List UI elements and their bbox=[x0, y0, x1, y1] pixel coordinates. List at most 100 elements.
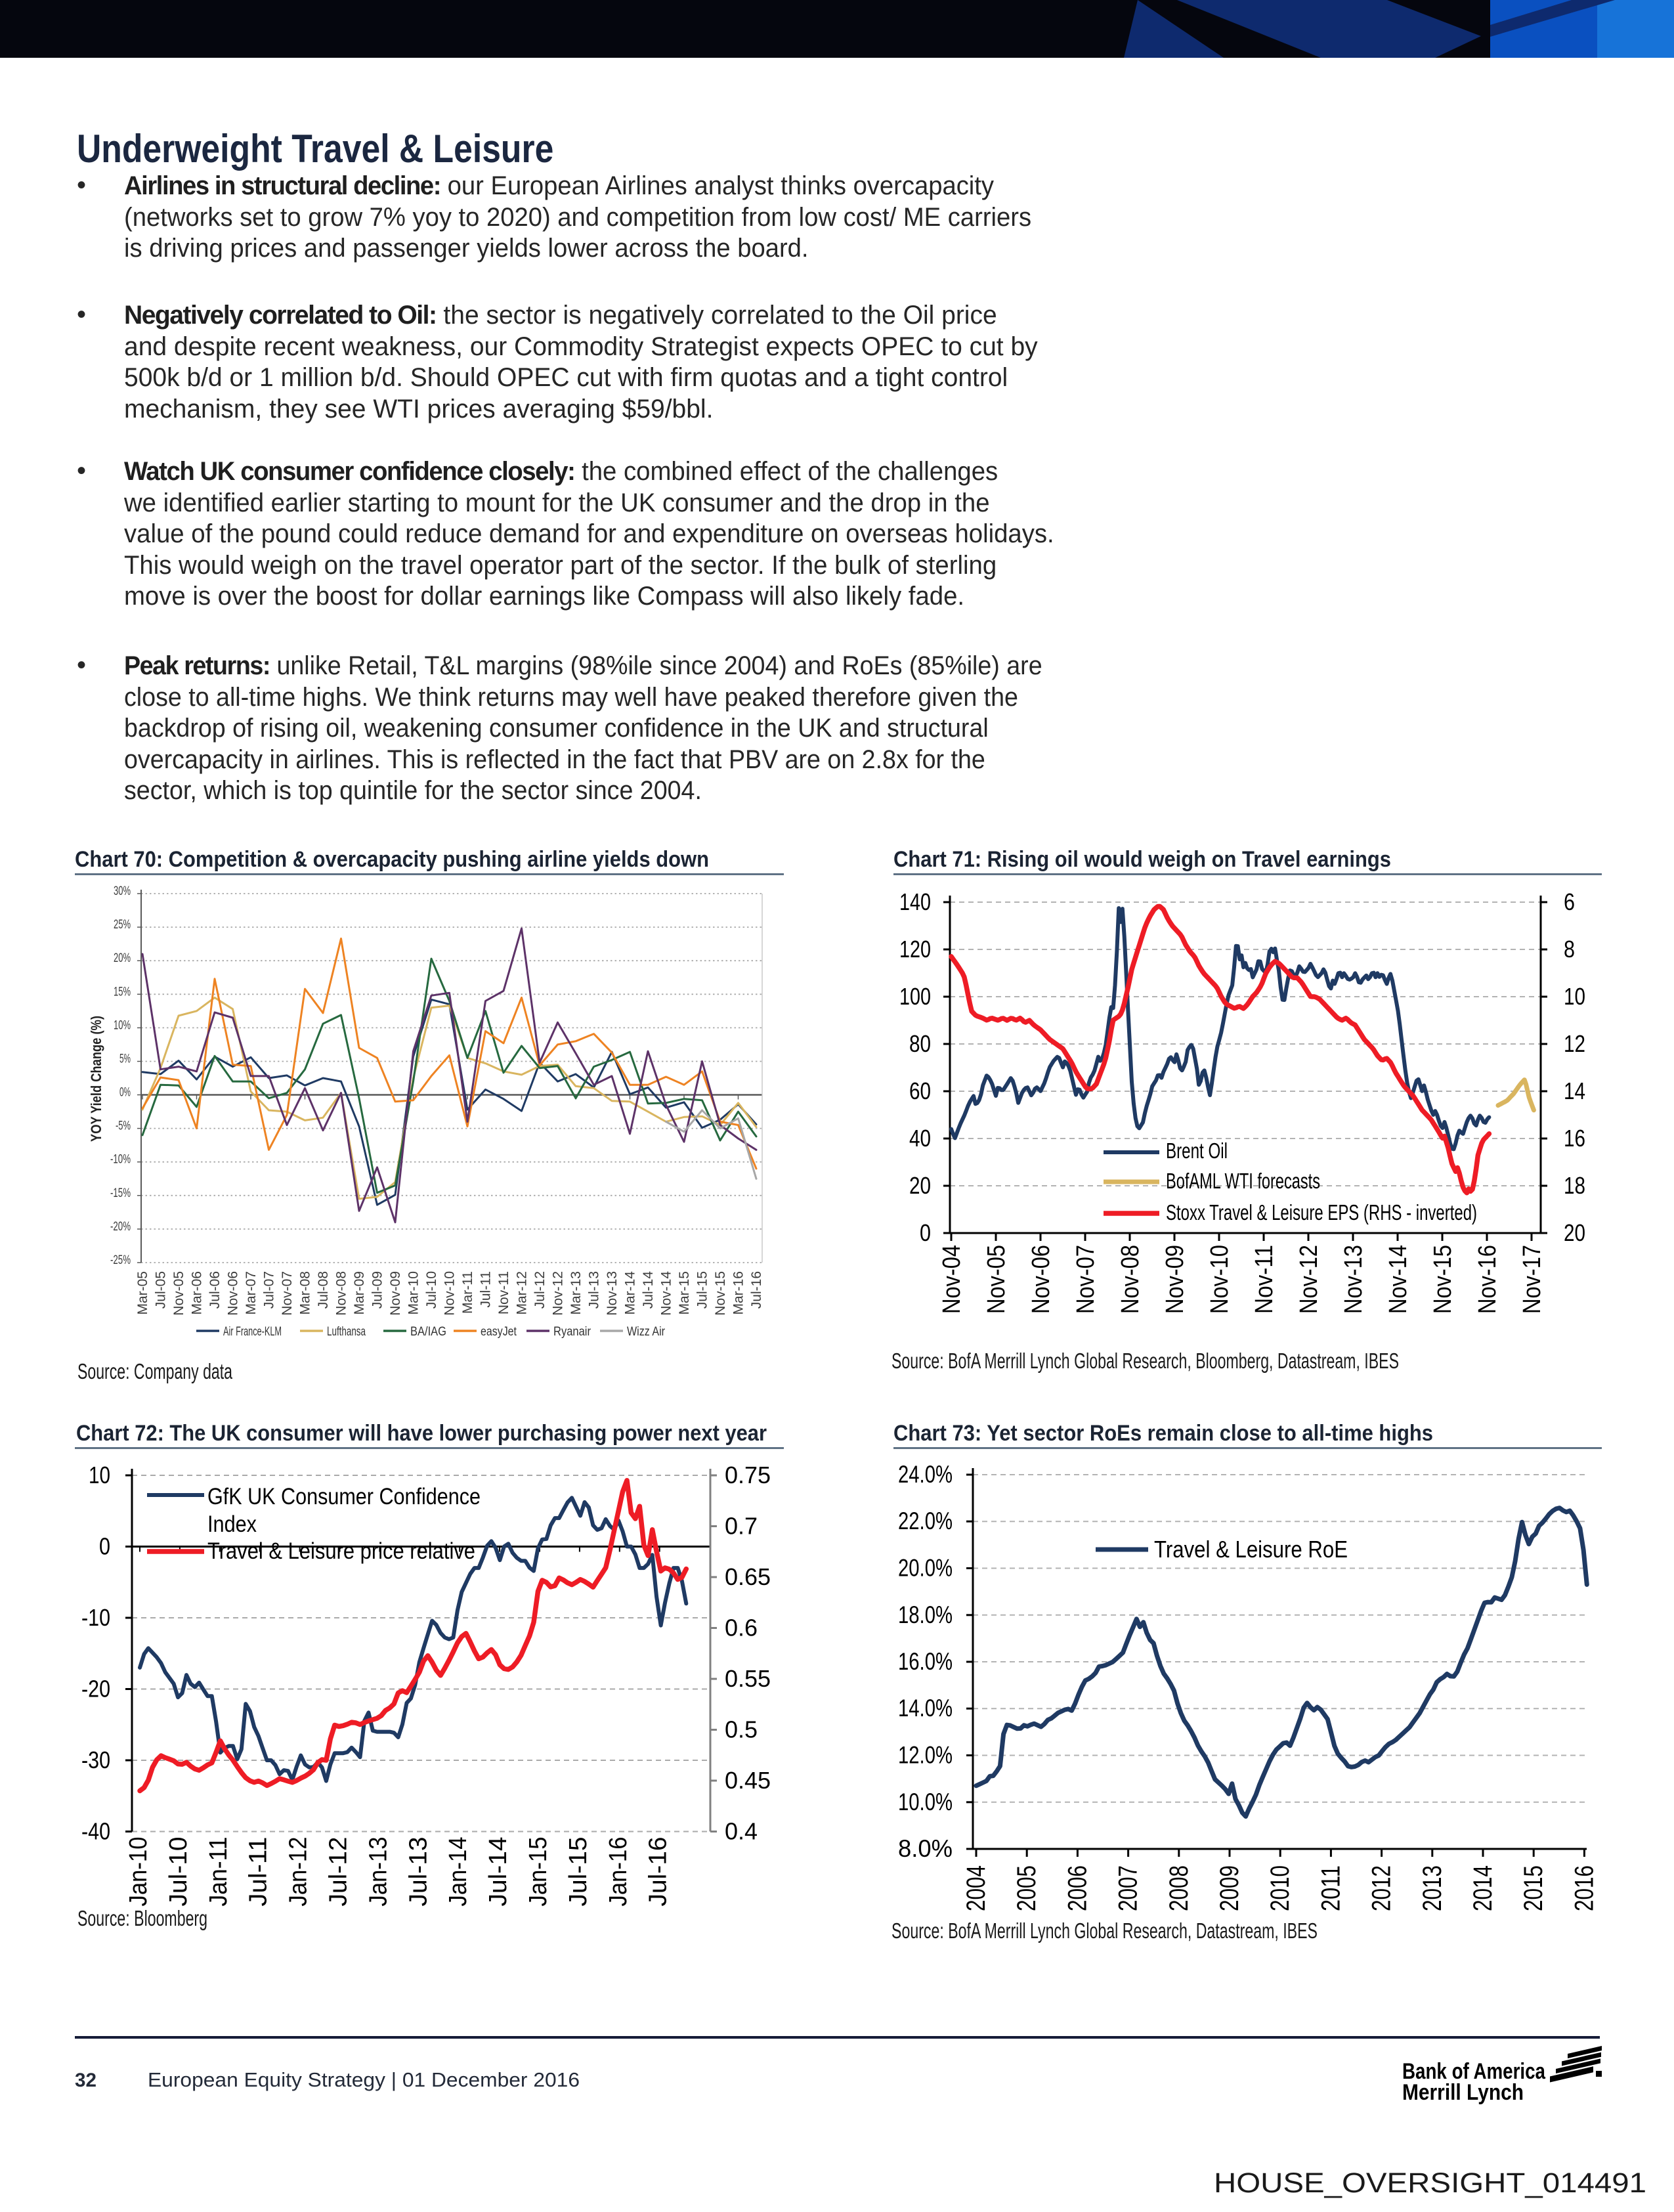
svg-text:Jan-16: Jan-16 bbox=[605, 1837, 632, 1907]
svg-text:Mar-11: Mar-11 bbox=[460, 1271, 475, 1314]
svg-text:60: 60 bbox=[909, 1077, 931, 1104]
svg-text:Lufthansa: Lufthansa bbox=[327, 1325, 366, 1339]
svg-text:Jul-10: Jul-10 bbox=[165, 1837, 192, 1907]
svg-text:-15%: -15% bbox=[110, 1186, 131, 1200]
svg-text:0.4: 0.4 bbox=[725, 1818, 758, 1845]
svg-text:Nov-12: Nov-12 bbox=[551, 1271, 566, 1316]
svg-text:BA/IAG: BA/IAG bbox=[410, 1325, 446, 1339]
svg-text:Jul-12: Jul-12 bbox=[532, 1271, 547, 1309]
svg-text:Jul-16: Jul-16 bbox=[749, 1271, 764, 1309]
svg-text:Chart 73: Yet sector RoEs rema: Chart 73: Yet sector RoEs remain close t… bbox=[893, 1421, 1433, 1446]
svg-text:0: 0 bbox=[99, 1533, 110, 1560]
svg-text:BofAML WTI forecasts: BofAML WTI forecasts bbox=[1166, 1169, 1320, 1193]
svg-text:2010: 2010 bbox=[1266, 1865, 1295, 1911]
svg-text:0.55: 0.55 bbox=[725, 1665, 771, 1692]
svg-text:Jul-12: Jul-12 bbox=[325, 1837, 353, 1907]
svg-text:Stoxx Travel & Leisure EPS (RH: Stoxx Travel & Leisure EPS (RHS - invert… bbox=[1166, 1200, 1477, 1225]
svg-text:14: 14 bbox=[1564, 1077, 1585, 1104]
svg-text:Travel & Leisure RoE: Travel & Leisure RoE bbox=[1154, 1536, 1348, 1563]
svg-text:-40: -40 bbox=[81, 1818, 110, 1845]
svg-text:0%: 0% bbox=[119, 1086, 131, 1100]
svg-text:Source: Company data: Source: Company data bbox=[77, 1359, 232, 1383]
svg-text:Jan-12: Jan-12 bbox=[285, 1837, 312, 1907]
svg-text:easyJet: easyJet bbox=[481, 1325, 517, 1339]
svg-text:Jan-10: Jan-10 bbox=[125, 1837, 152, 1907]
svg-text:Jul-13: Jul-13 bbox=[587, 1271, 602, 1309]
svg-text:20: 20 bbox=[909, 1172, 931, 1199]
svg-text:Nov-10: Nov-10 bbox=[442, 1271, 458, 1316]
svg-text:Nov-10: Nov-10 bbox=[1206, 1245, 1234, 1314]
svg-text:30%: 30% bbox=[114, 884, 131, 898]
svg-text:European Equity Strategy | 01: European Equity Strategy | 01 December 2… bbox=[148, 2068, 580, 2091]
svg-text:0.5: 0.5 bbox=[725, 1716, 758, 1743]
svg-text:Jan-15: Jan-15 bbox=[525, 1837, 552, 1907]
svg-text:Chart 70: Competition & overca: Chart 70: Competition & overcapacity pus… bbox=[75, 847, 709, 872]
svg-text:Jul-15: Jul-15 bbox=[695, 1271, 710, 1309]
svg-text:Jul-10: Jul-10 bbox=[424, 1271, 439, 1309]
svg-text:100: 100 bbox=[899, 983, 931, 1010]
svg-text:10%: 10% bbox=[114, 1018, 131, 1032]
svg-text:2014: 2014 bbox=[1469, 1865, 1497, 1911]
svg-text:2016: 2016 bbox=[1570, 1865, 1599, 1911]
svg-text:Nov-15: Nov-15 bbox=[713, 1271, 728, 1316]
svg-text:-5%: -5% bbox=[116, 1119, 131, 1133]
svg-text:Jul-06: Jul-06 bbox=[207, 1271, 223, 1309]
svg-text:18: 18 bbox=[1564, 1172, 1585, 1199]
svg-text:8.0%: 8.0% bbox=[898, 1835, 953, 1862]
svg-text:Travel & Leisure price relativ: Travel & Leisure price relative bbox=[207, 1538, 475, 1564]
svg-text:Jul-14: Jul-14 bbox=[641, 1271, 656, 1309]
svg-text:Mar-07: Mar-07 bbox=[244, 1271, 259, 1315]
svg-text:Jul-07: Jul-07 bbox=[262, 1271, 277, 1309]
svg-text:Mar-05: Mar-05 bbox=[135, 1271, 150, 1315]
svg-text:8: 8 bbox=[1564, 936, 1575, 963]
svg-text:-10: -10 bbox=[81, 1604, 110, 1631]
svg-text:Jul-11: Jul-11 bbox=[479, 1271, 494, 1308]
svg-text:Nov-13: Nov-13 bbox=[605, 1271, 620, 1316]
svg-text:Air France-KLM: Air France-KLM bbox=[223, 1325, 282, 1339]
svg-text:6: 6 bbox=[1564, 888, 1575, 915]
svg-text:0.6: 0.6 bbox=[725, 1615, 758, 1641]
svg-text:Jul-13: Jul-13 bbox=[404, 1837, 432, 1907]
svg-text:2012: 2012 bbox=[1367, 1865, 1396, 1911]
svg-text:Mar-15: Mar-15 bbox=[677, 1271, 692, 1315]
svg-text:25%: 25% bbox=[114, 918, 131, 932]
svg-text:0.75: 0.75 bbox=[725, 1462, 771, 1488]
svg-text:24.0%: 24.0% bbox=[898, 1461, 953, 1488]
svg-text:Jan-13: Jan-13 bbox=[364, 1837, 392, 1907]
svg-text:16.0%: 16.0% bbox=[898, 1648, 953, 1675]
svg-text:Nov-09: Nov-09 bbox=[1161, 1245, 1189, 1314]
svg-text:YOY Yield Change (%): YOY Yield Change (%) bbox=[88, 1016, 104, 1142]
svg-text:Mar-16: Mar-16 bbox=[731, 1271, 746, 1315]
svg-text:2005: 2005 bbox=[1012, 1865, 1041, 1911]
svg-text:2009: 2009 bbox=[1215, 1865, 1244, 1911]
svg-text:10.0%: 10.0% bbox=[898, 1789, 953, 1815]
svg-text:Nov-16: Nov-16 bbox=[1474, 1245, 1501, 1314]
svg-text:Jan-11: Jan-11 bbox=[205, 1837, 232, 1907]
svg-text:120: 120 bbox=[899, 936, 931, 963]
svg-text:22.0%: 22.0% bbox=[898, 1507, 953, 1534]
svg-text:10: 10 bbox=[1564, 983, 1585, 1010]
svg-text:Jul-05: Jul-05 bbox=[154, 1271, 169, 1309]
svg-text:14.0%: 14.0% bbox=[898, 1695, 953, 1722]
svg-text:Nov-14: Nov-14 bbox=[1384, 1245, 1412, 1314]
svg-text:Nov-06: Nov-06 bbox=[1027, 1245, 1055, 1314]
svg-text:2015: 2015 bbox=[1519, 1865, 1548, 1911]
svg-text:20.0%: 20.0% bbox=[898, 1555, 953, 1582]
svg-text:0.7: 0.7 bbox=[725, 1513, 758, 1540]
svg-text:Jul-16: Jul-16 bbox=[645, 1837, 672, 1907]
svg-text:Index: Index bbox=[207, 1511, 257, 1537]
svg-text:18.0%: 18.0% bbox=[898, 1601, 953, 1628]
svg-text:Chart 72: The UK consumer will: Chart 72: The UK consumer will have lowe… bbox=[76, 1421, 767, 1446]
svg-text:Nov-04: Nov-04 bbox=[938, 1245, 966, 1314]
svg-text:Nov-13: Nov-13 bbox=[1340, 1245, 1367, 1314]
svg-text:Mar-08: Mar-08 bbox=[298, 1271, 313, 1315]
svg-text:Nov-07: Nov-07 bbox=[1072, 1245, 1100, 1314]
svg-text:15%: 15% bbox=[114, 985, 131, 999]
svg-text:40: 40 bbox=[909, 1125, 931, 1152]
svg-text:2006: 2006 bbox=[1063, 1865, 1092, 1911]
svg-text:Nov-08: Nov-08 bbox=[334, 1271, 349, 1316]
svg-text:20%: 20% bbox=[114, 951, 131, 965]
svg-text:Jul-08: Jul-08 bbox=[316, 1271, 331, 1309]
svg-text:Nov-11: Nov-11 bbox=[1251, 1245, 1278, 1314]
svg-text:10: 10 bbox=[89, 1462, 110, 1488]
